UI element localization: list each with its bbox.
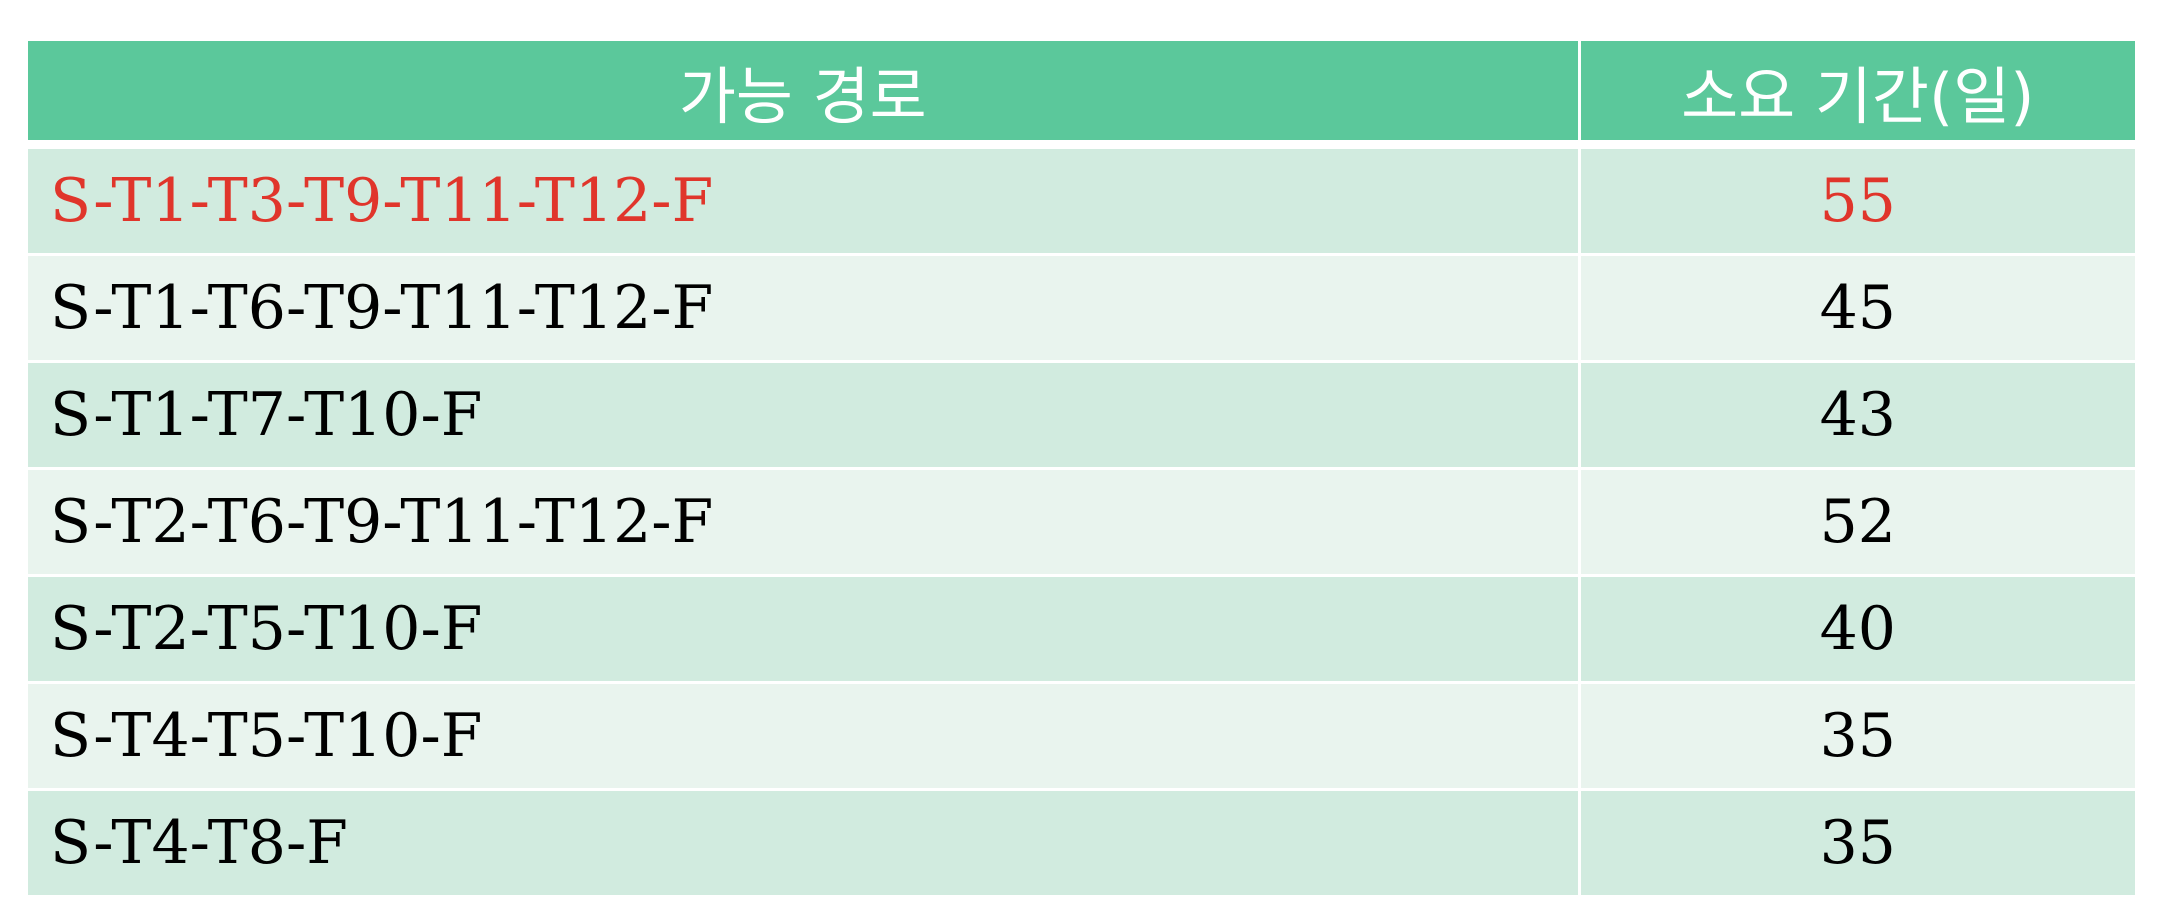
header-days: 소요 기간(일)	[1579, 41, 2135, 149]
days-cell: 35	[1579, 682, 2135, 791]
table-row: S-T1-T6-T9-T11-T12-F 45	[28, 254, 2135, 363]
path-cell: S-T1-T3-T9-T11-T12-F	[28, 144, 1581, 256]
table-row: S-T2-T6-T9-T11-T12-F 52	[28, 468, 2135, 577]
path-cell: S-T4-T5-T10-F	[28, 682, 1581, 791]
table-row: S-T4-T5-T10-F 35	[28, 682, 2135, 791]
path-duration-table: 가능 경로 소요 기간(일) S-T1-T3-T9-T11-T12-F 55 S…	[28, 41, 2135, 898]
table-row: S-T1-T3-T9-T11-T12-F 55	[28, 144, 2135, 256]
days-cell: 55	[1579, 144, 2135, 256]
path-cell: S-T2-T6-T9-T11-T12-F	[28, 468, 1581, 577]
days-cell: 52	[1579, 468, 2135, 577]
path-cell: S-T1-T6-T9-T11-T12-F	[28, 254, 1581, 363]
path-cell: S-T4-T8-F	[28, 789, 1581, 898]
days-cell: 45	[1579, 254, 2135, 363]
path-cell: S-T1-T7-T10-F	[28, 361, 1581, 470]
table-row: S-T4-T8-F 35	[28, 789, 2135, 898]
path-cell: S-T2-T5-T10-F	[28, 575, 1581, 684]
header-row: 가능 경로 소요 기간(일)	[28, 41, 2135, 149]
days-cell: 35	[1579, 789, 2135, 898]
days-cell: 43	[1579, 361, 2135, 470]
days-cell: 40	[1579, 575, 2135, 684]
header-path: 가능 경로	[28, 41, 1581, 149]
table-row: S-T1-T7-T10-F 43	[28, 361, 2135, 470]
table-row: S-T2-T5-T10-F 40	[28, 575, 2135, 684]
